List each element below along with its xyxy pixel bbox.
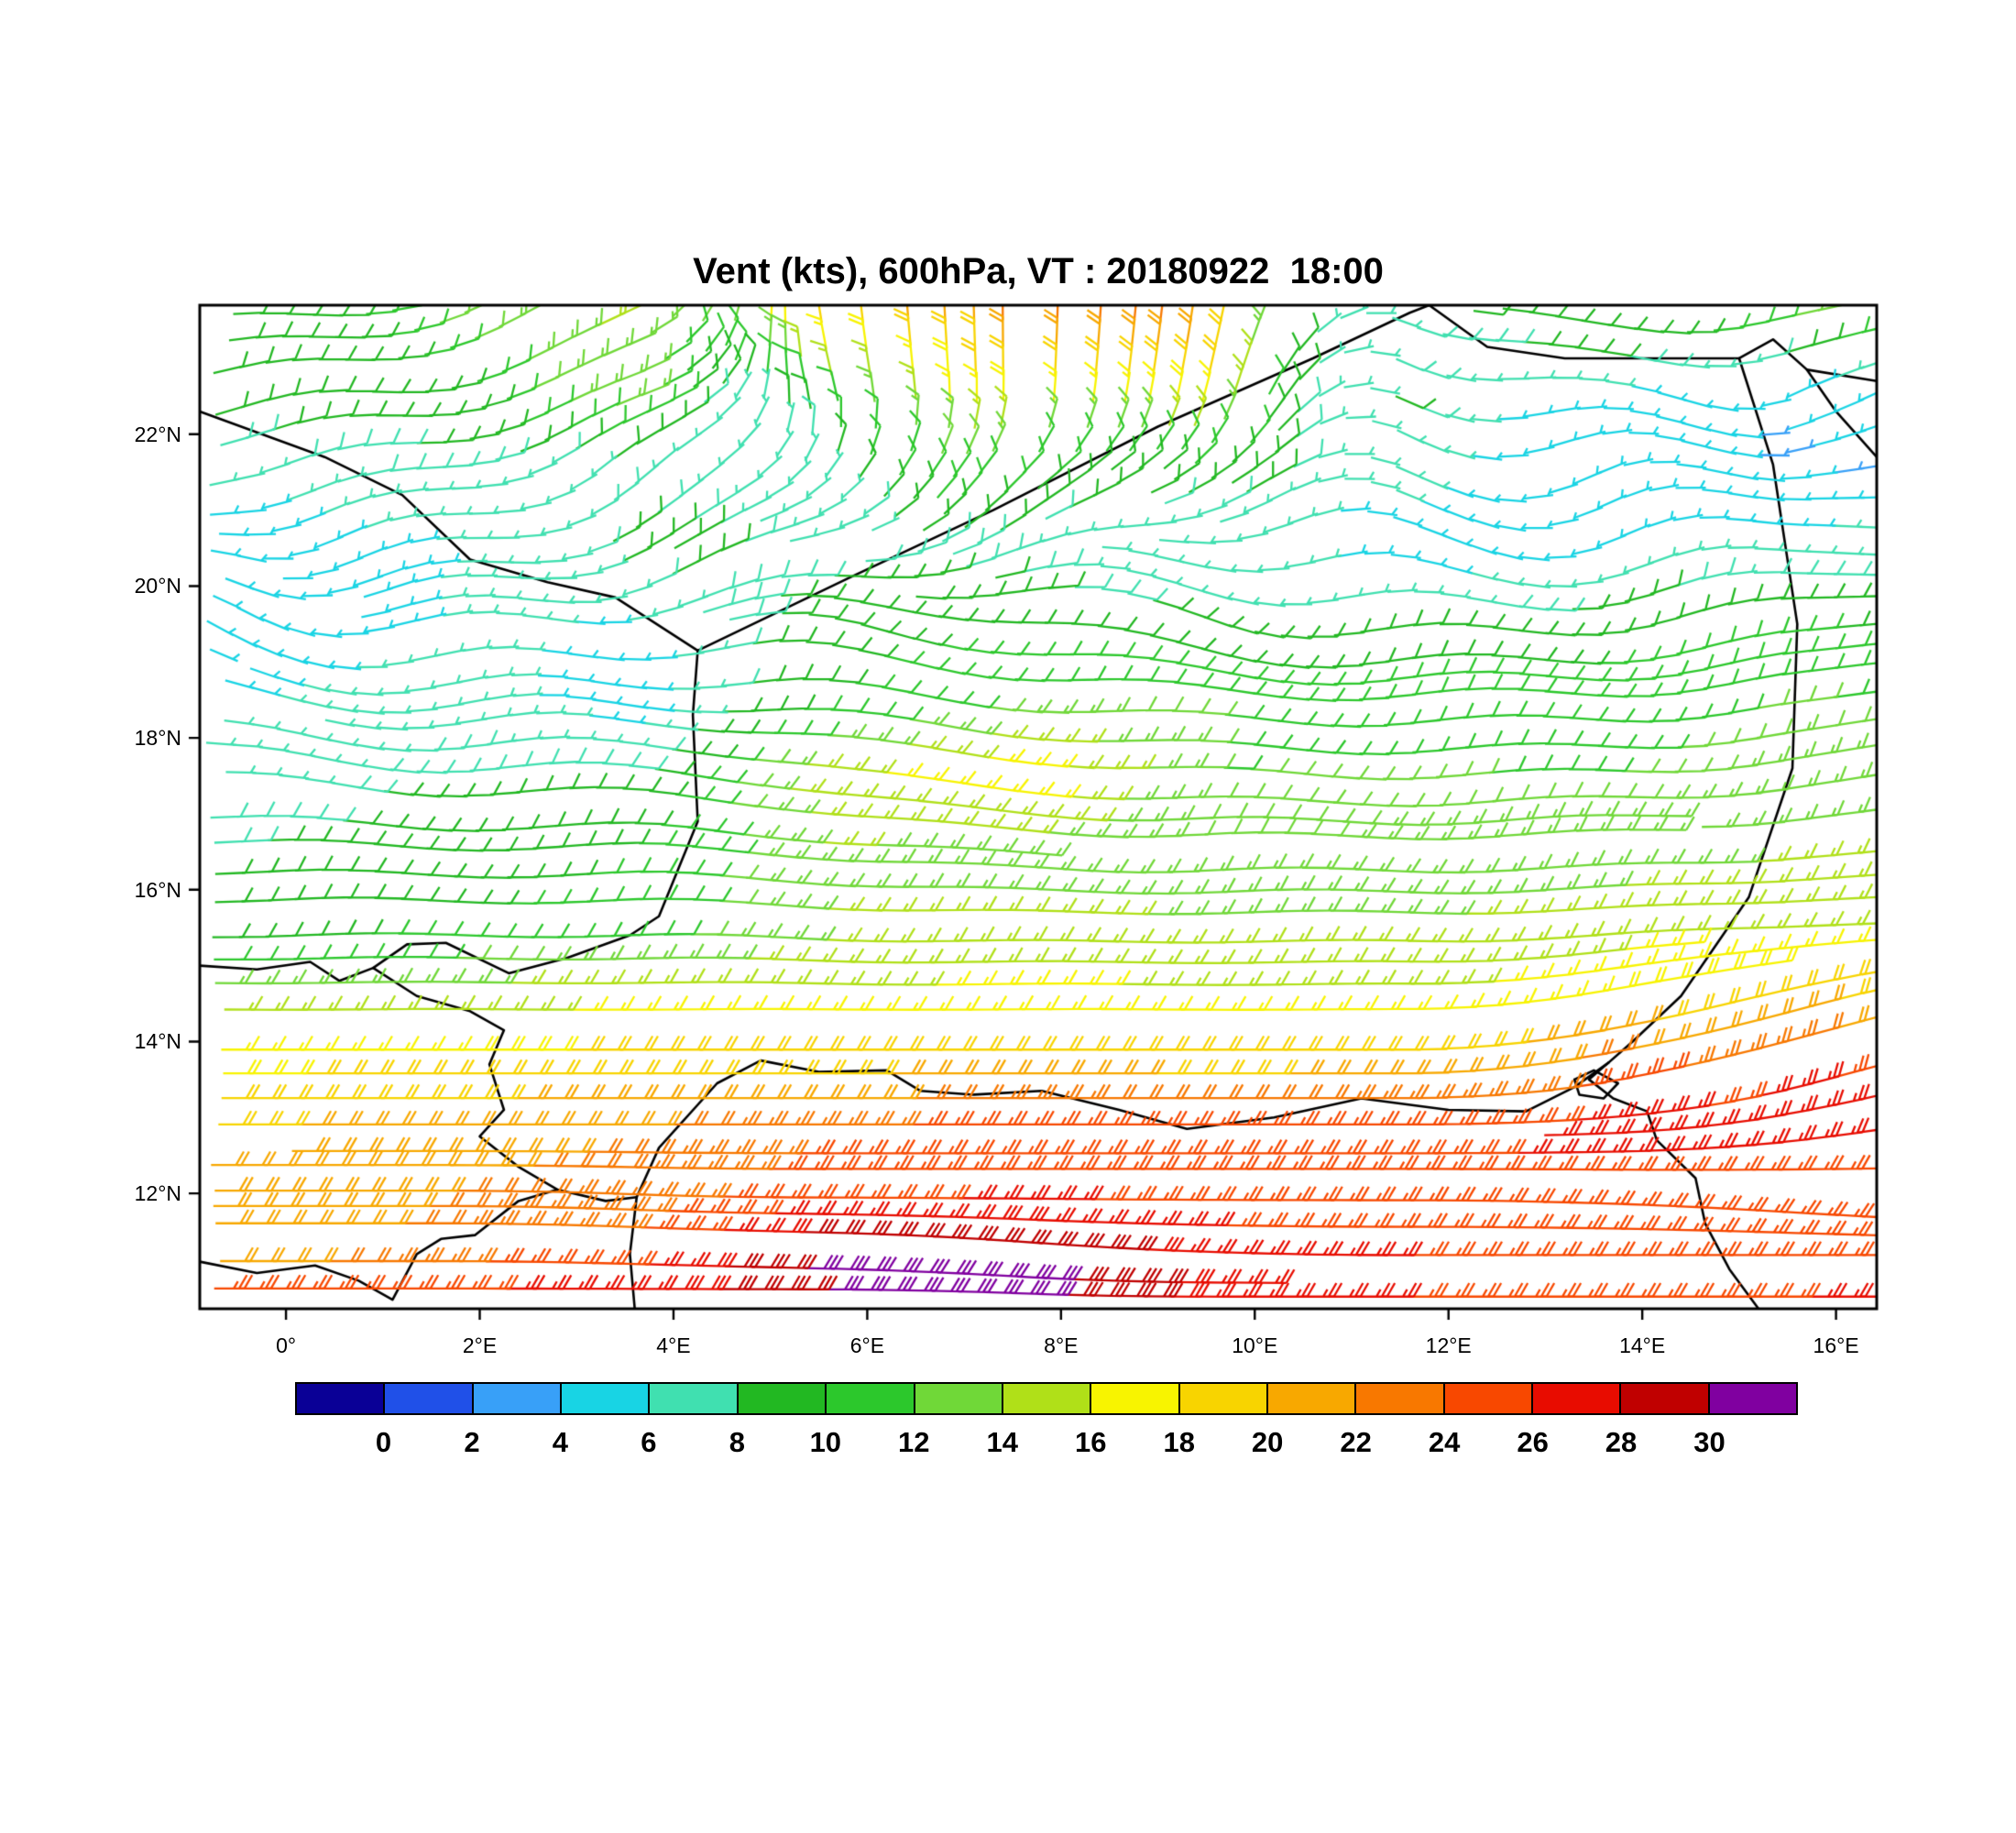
chart-title: Vent (kts), 600hPa, VT : 20180922 18:00 <box>693 251 1384 291</box>
x-axis-tick-label: 12°E <box>1425 1334 1472 1357</box>
colorbar-tick-label: 16 <box>1074 1426 1107 1458</box>
colorbar-tick-label: 18 <box>1163 1426 1195 1458</box>
colorbar-tick-label: 10 <box>809 1426 842 1458</box>
colorbar-segment <box>1533 1384 1622 1413</box>
colorbar-segment <box>473 1384 563 1413</box>
colorbar-segment <box>297 1384 386 1413</box>
colorbar-segment <box>915 1384 1003 1413</box>
x-axis-tick-label: 16°E <box>1813 1334 1859 1357</box>
colorbar-segment <box>738 1384 827 1413</box>
colorbar-tick-label: 28 <box>1605 1426 1638 1458</box>
x-axis-tick-label: 14°E <box>1619 1334 1666 1357</box>
y-axis-tick-label: 20°N <box>134 574 181 598</box>
y-axis-tick-label: 22°N <box>134 422 181 446</box>
colorbar-tick-label: 14 <box>986 1426 1018 1458</box>
y-axis-tick-label: 14°N <box>134 1029 181 1054</box>
x-axis-tick-label: 0° <box>276 1334 297 1357</box>
colorbar-tick-label: 24 <box>1428 1426 1461 1458</box>
colorbar-segment <box>1621 1384 1710 1413</box>
colorbar-segment <box>650 1384 739 1413</box>
colorbar-segment <box>1091 1384 1180 1413</box>
y-axis-tick-label: 12°N <box>134 1181 181 1206</box>
colorbar-segment <box>827 1384 915 1413</box>
colorbar-tick-label: 0 <box>375 1426 392 1458</box>
colorbar-tick-label: 30 <box>1693 1426 1726 1458</box>
y-axis-tick-label: 16°N <box>134 877 181 902</box>
colorbar-tick-label: 2 <box>464 1426 480 1458</box>
x-axis-tick-label: 8°E <box>1044 1334 1079 1357</box>
colorbar-segment <box>562 1384 651 1413</box>
colorbar-tick-label: 20 <box>1251 1426 1284 1458</box>
x-axis-tick-label: 10°E <box>1232 1334 1278 1357</box>
colorbar-tick-label: 12 <box>898 1426 930 1458</box>
colorbar-segment <box>1709 1384 1797 1413</box>
colorbar-segment <box>1356 1384 1445 1413</box>
colorbar-segment <box>385 1384 474 1413</box>
colorbar-segment <box>1444 1384 1534 1413</box>
x-axis-tick-label: 4°E <box>656 1334 691 1357</box>
colorbar <box>295 1382 1798 1415</box>
x-axis-tick-label: 6°E <box>849 1334 885 1357</box>
colorbar-tick-label: 4 <box>552 1426 569 1458</box>
colorbar-tick-label: 6 <box>641 1426 657 1458</box>
colorbar-tick-label: 22 <box>1340 1426 1372 1458</box>
y-axis-tick-label: 18°N <box>134 726 181 751</box>
colorbar-segment <box>1179 1384 1268 1413</box>
colorbar-tick-label: 8 <box>729 1426 745 1458</box>
x-axis-tick-label: 2°E <box>462 1334 498 1357</box>
colorbar-tick-label: 26 <box>1517 1426 1549 1458</box>
colorbar-segment <box>1267 1384 1357 1413</box>
colorbar-segment <box>1003 1384 1092 1413</box>
